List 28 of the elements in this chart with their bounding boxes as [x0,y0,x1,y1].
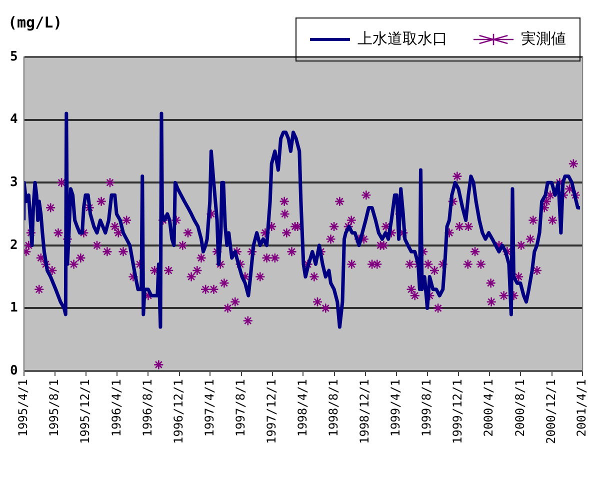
y-tick-label: 5 [10,49,18,64]
legend-label: 実測値 [521,29,566,48]
x-tick-label: 1998/8/1 [326,378,340,437]
x-tick-label: 1999/8/1 [419,378,434,437]
x-tick-label: 1997/8/1 [233,378,248,437]
y-tick-label: 4 [10,112,18,128]
x-tick-label: 2001/4/1 [574,378,589,437]
y-axis-title: (mg/L) [8,13,62,32]
x-tick-label: 1996/12/1 [171,378,186,444]
x-tick-label: 1995/12/1 [78,378,92,444]
x-tick-label: 1997/12/1 [264,378,278,444]
y-tick-label: 0 [10,363,18,378]
x-tick-label: 2000/12/1 [544,378,558,444]
x-tick-label: 1998/12/1 [358,378,372,444]
y-tick-label: 2 [10,238,18,253]
x-tick-label: 2000/8/1 [512,378,527,437]
y-tick-label: 1 [10,300,18,316]
x-tick-label: 1999/12/1 [450,378,465,444]
x-tick-label: 1998/4/1 [295,378,310,437]
y-tick-label: 3 [10,174,18,190]
legend-label: 上水道取水口 [358,29,448,48]
x-tick-label: 1995/4/1 [16,378,30,437]
x-tick-label: 2000/4/1 [482,378,496,437]
x-tick-label: 1996/4/1 [109,378,124,437]
x-tick-label: 1995/8/1 [47,378,62,437]
x-tick-label: 1996/8/1 [140,378,154,437]
x-tick-label: 1997/4/1 [202,378,216,437]
x-tick-label: 1999/4/1 [388,378,402,437]
